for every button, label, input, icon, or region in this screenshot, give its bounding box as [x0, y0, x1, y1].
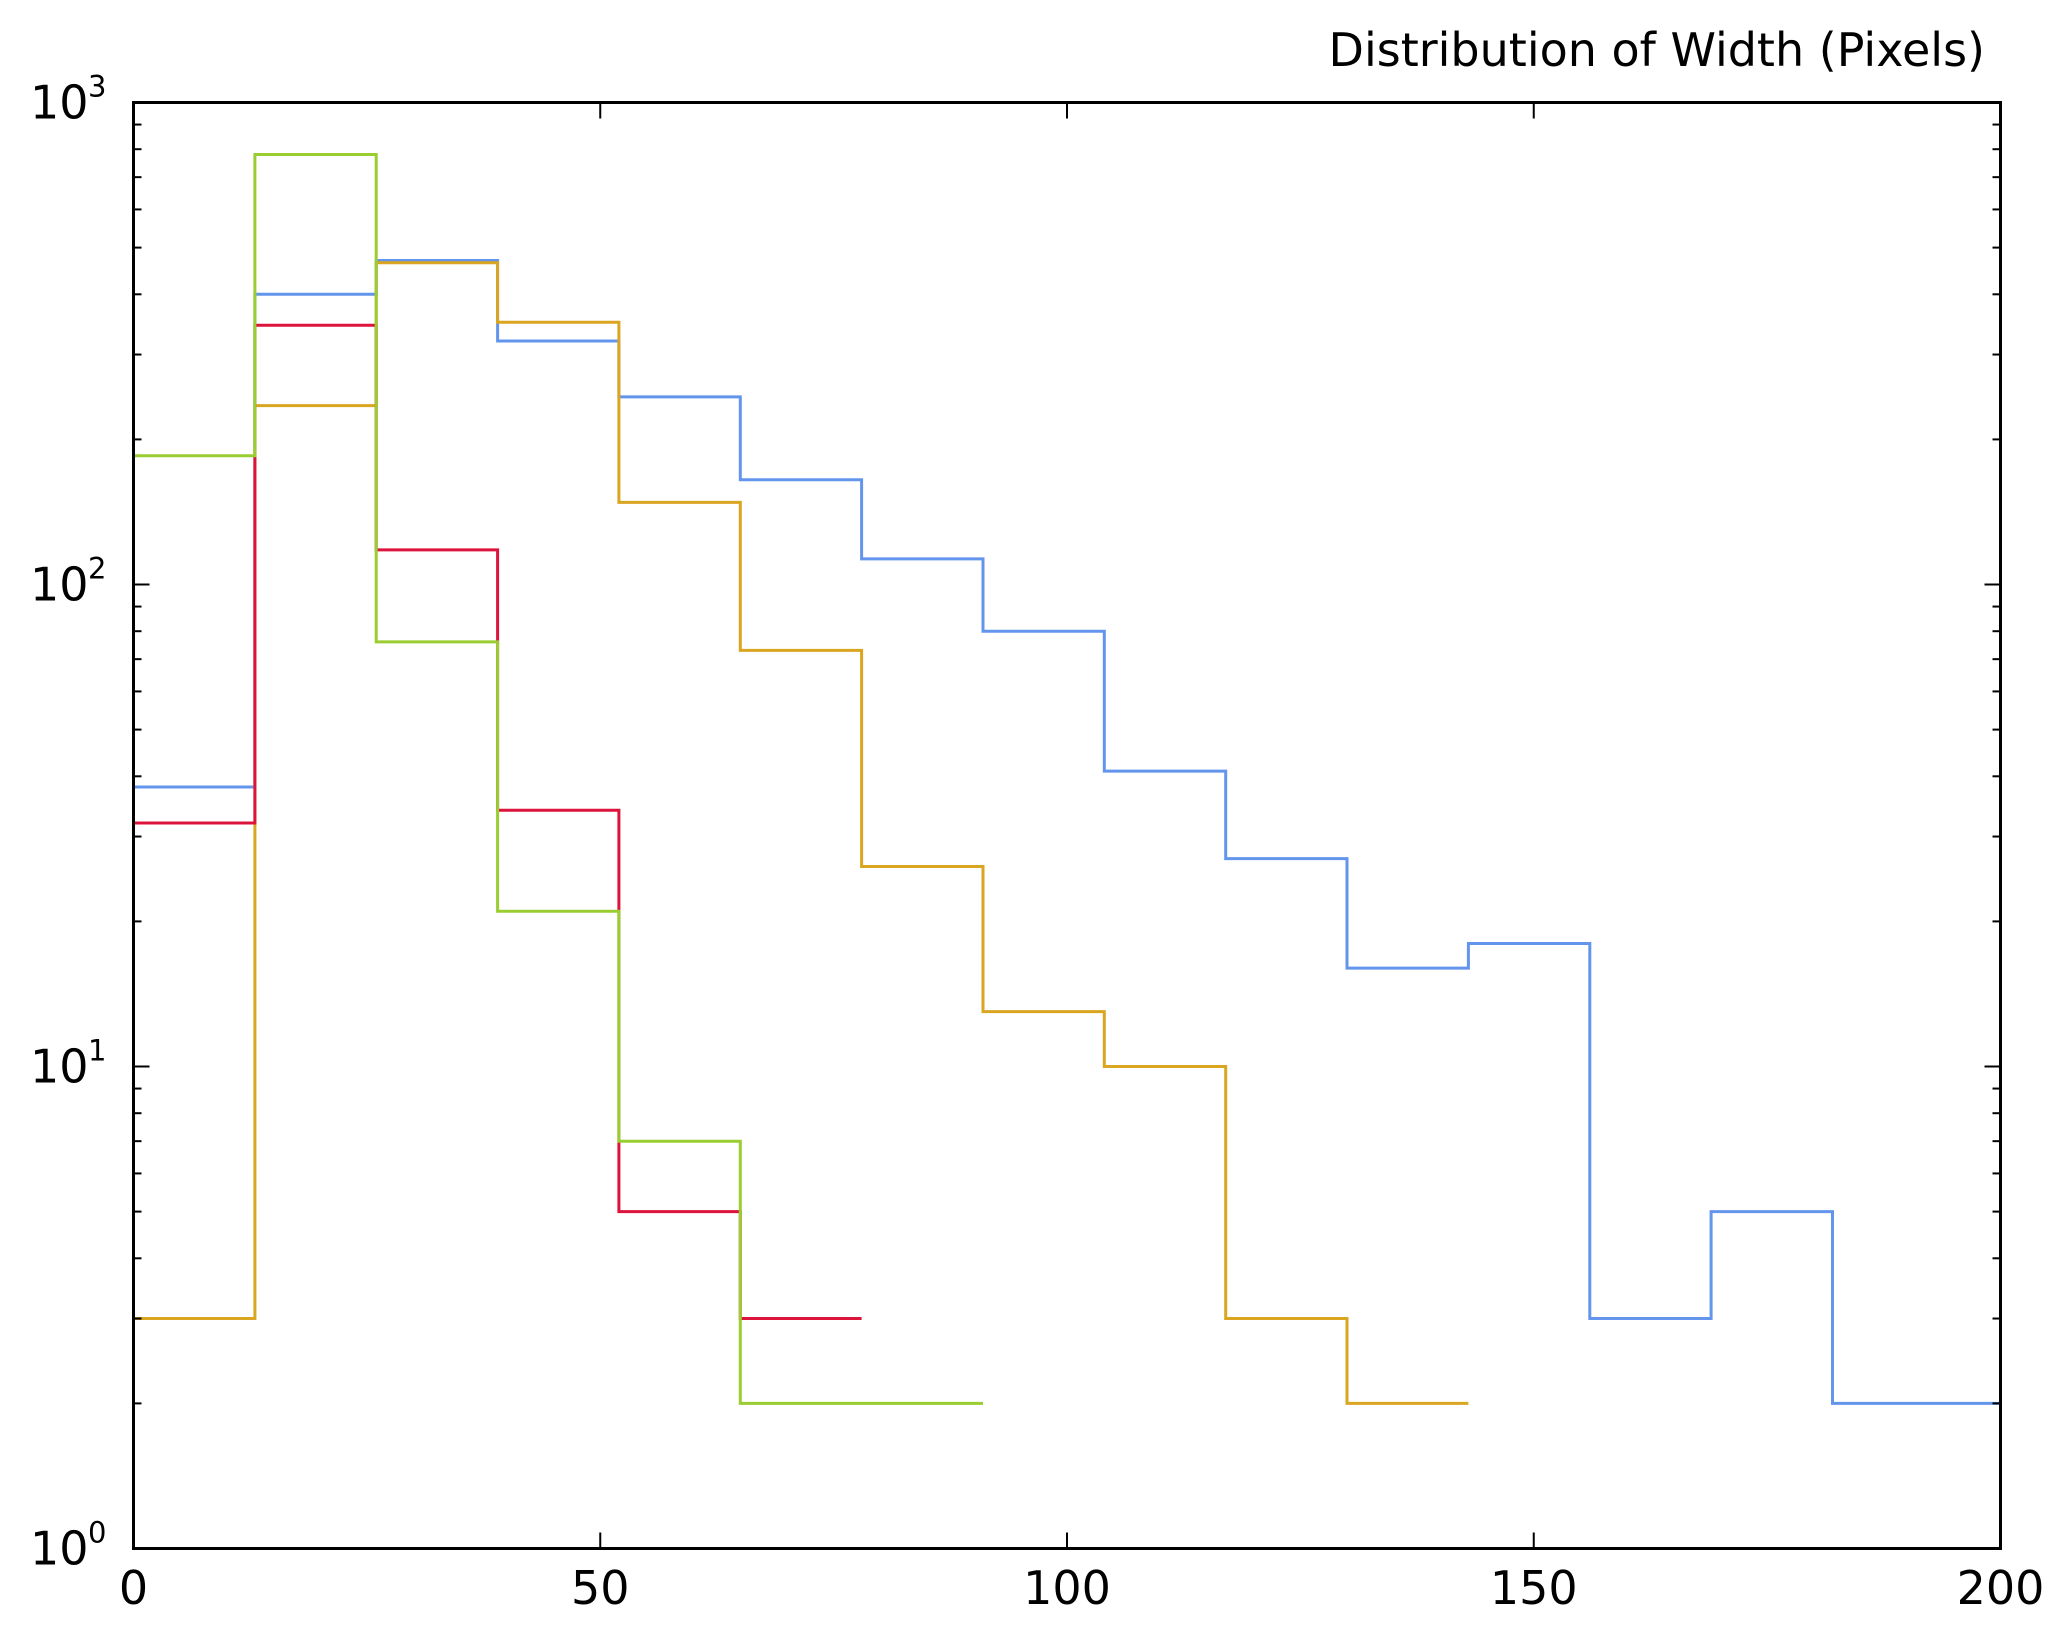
x-tick-label: 200 — [1957, 1561, 2045, 1615]
y-tick-label: 10 — [30, 1522, 89, 1576]
chart-title: Distribution of Width (Pixels) — [1329, 23, 1985, 77]
plot-frame — [132, 101, 2002, 1550]
series-line-1 — [133, 259, 2001, 1405]
y-tick-exponent: 2 — [88, 552, 106, 586]
x-tick-label: 0 — [119, 1561, 148, 1615]
y-tick-exponent: 3 — [88, 70, 106, 104]
x-tick-label: 100 — [1023, 1561, 1111, 1615]
x-tick-label: 50 — [571, 1561, 630, 1615]
y-tick-label: 10 — [30, 558, 89, 612]
y-tick-label: 10 — [30, 76, 89, 130]
y-tick-exponent: 1 — [88, 1034, 106, 1068]
series-line-4 — [133, 153, 983, 1405]
series-layer — [133, 153, 2001, 1405]
y-tick-label: 10 — [30, 1040, 89, 1094]
y-tick-exponent: 0 — [88, 1516, 106, 1550]
x-tick-label: 150 — [1490, 1561, 1578, 1615]
